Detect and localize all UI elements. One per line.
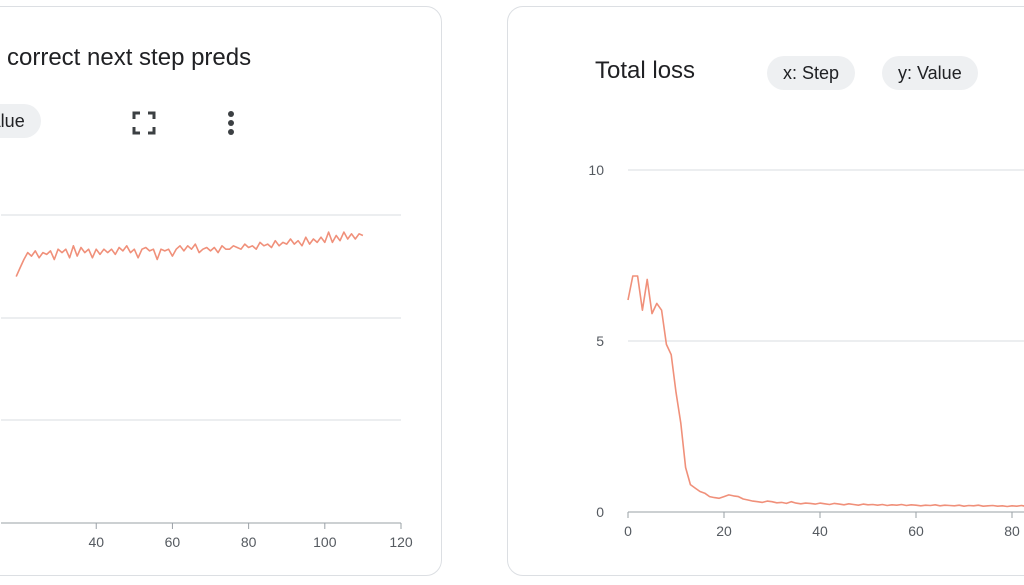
y-tick-label: 5: [596, 333, 604, 349]
chart-title: Total loss: [595, 57, 696, 84]
x-tick-label: 60: [165, 534, 181, 550]
y-axis-chip[interactable]: y: Value: [882, 56, 978, 90]
line-chart-correct-next-step-preds: 40 60 80 100 120: [1, 214, 413, 550]
y-tick-label: 10: [588, 162, 604, 178]
more-vert-icon[interactable]: [217, 109, 245, 137]
x-axis-chip[interactable]: x: Step: [767, 56, 856, 90]
line-chart-total-loss: 0 5 10 0 20 40 60 80: [588, 162, 1024, 539]
x-tick-label: 20: [716, 523, 732, 539]
x-tick-label: 80: [241, 534, 257, 550]
chart-card-correct-next-step-preds: correct next step preds y: Value 40 60 80 1…: [0, 6, 442, 576]
x-tick-label: 80: [1004, 523, 1020, 539]
x-tick-label: 0: [624, 523, 632, 539]
series-line: [627, 275, 1024, 508]
y-tick-label: 0: [596, 504, 604, 520]
x-tick-label: 40: [812, 523, 828, 539]
x-tick-label: 120: [389, 534, 413, 550]
x-tick-label: 60: [908, 523, 924, 539]
chart-card-total-loss: Total loss x: Step y: Value 0 5 10 0 20 40 60…: [507, 6, 1024, 576]
x-tick-label: 40: [88, 534, 104, 550]
y-axis-chip[interactable]: y: Value: [0, 104, 41, 138]
x-tick-label: 100: [313, 534, 337, 550]
fullscreen-icon[interactable]: [130, 109, 158, 137]
chart-title: correct next step preds: [7, 44, 252, 71]
series-line: [15, 231, 364, 277]
